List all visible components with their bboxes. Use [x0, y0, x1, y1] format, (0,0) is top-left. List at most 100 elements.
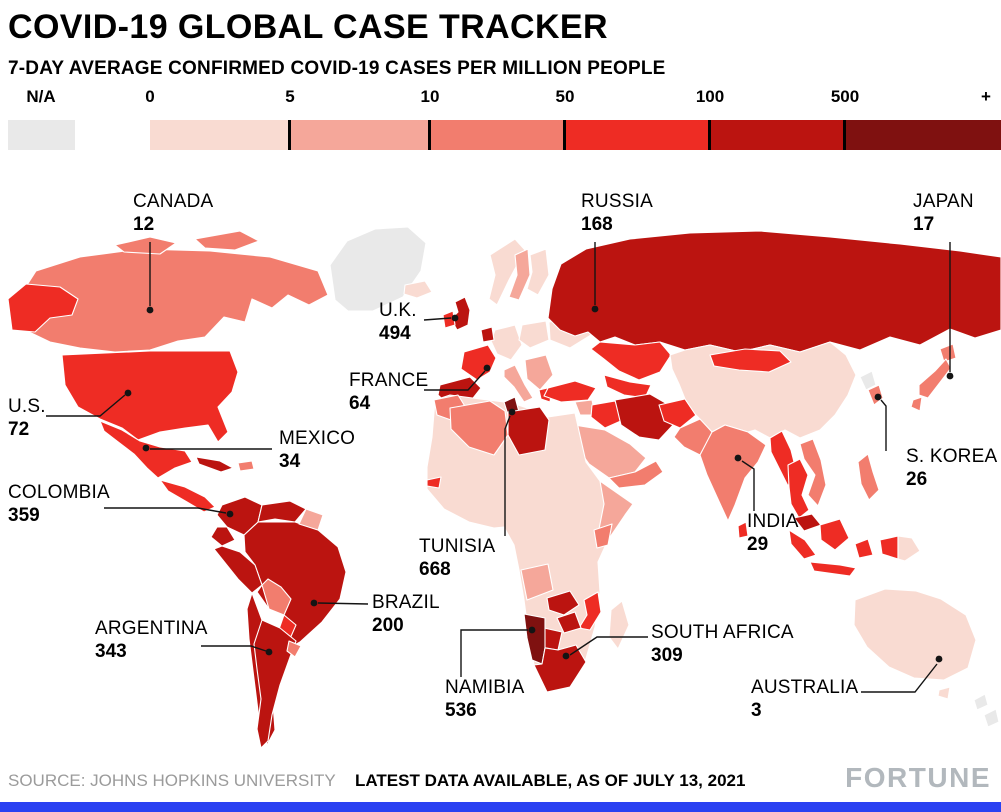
- country-russia: [547, 230, 1001, 353]
- leader-s-korea: [874, 393, 887, 451]
- country-label: S. KOREA: [906, 446, 998, 467]
- leader-south-africa: [562, 636, 648, 660]
- country-kazakhstan: [590, 341, 672, 381]
- country-greenland: [329, 226, 427, 312]
- region-guyanas: [298, 508, 324, 531]
- legend-tick-label-0: 0: [145, 87, 155, 106]
- country-france: [460, 344, 497, 381]
- legend-tick-label-plus: +: [981, 87, 991, 106]
- country-zambia: [546, 590, 580, 616]
- country-thailand: [787, 458, 810, 519]
- callout-australia: AUSTRALIA 3: [751, 677, 858, 722]
- country-colombia: [216, 496, 263, 536]
- country-new-zealand: [973, 693, 1000, 728]
- country-libya: [507, 406, 550, 456]
- legend-seg-5-10: [290, 120, 430, 150]
- country-value: 536: [445, 700, 477, 722]
- callout-s-korea: S. KOREA 26: [906, 446, 997, 491]
- country-mongolia: [709, 348, 792, 373]
- country-angola: [520, 563, 554, 601]
- country-value: 72: [8, 419, 30, 441]
- country-papua-new-guinea: [897, 535, 921, 562]
- region-indochina: [799, 438, 827, 507]
- country-value: 309: [651, 645, 683, 667]
- country-namibia: [523, 613, 546, 665]
- country-iraq: [590, 400, 624, 429]
- country-india: [699, 424, 767, 522]
- callout-uk: U.K. 494: [379, 300, 417, 345]
- legend-color-bar: [150, 120, 1001, 150]
- country-label: BRAZIL: [372, 592, 440, 613]
- country-uk: [450, 296, 471, 331]
- country-label: CANADA: [133, 191, 214, 212]
- country-germany: [490, 324, 523, 361]
- legend-tick-label-50: 50: [555, 87, 575, 106]
- callout-france: FRANCE 64: [349, 370, 428, 415]
- region-yemen-oman: [608, 460, 664, 489]
- legend-label-na: N/A: [26, 87, 56, 106]
- country-label: MEXICO: [279, 428, 356, 449]
- callout-namibia: NAMIBIA 536: [445, 677, 525, 722]
- leader-australia: [861, 655, 943, 693]
- country-value: 29: [747, 534, 769, 556]
- country-value: 668: [419, 559, 451, 581]
- world-map: [7, 226, 1001, 749]
- region-benelux: [480, 326, 495, 343]
- last-updated-note: LATEST DATA AVAILABLE, AS OF JULY 13, 20…: [355, 771, 746, 790]
- country-philippines: [857, 453, 880, 501]
- callout-colombia: COLOMBIA 359: [8, 482, 110, 527]
- country-label: U.K.: [379, 300, 417, 321]
- country-label: SOUTH AFRICA: [651, 622, 794, 643]
- legend-tick: [843, 120, 846, 150]
- country-mozambique: [578, 591, 602, 631]
- country-algeria: [449, 400, 509, 456]
- country-alaska: [7, 283, 79, 333]
- leader-france: [424, 364, 491, 391]
- country-label: INDIA: [747, 511, 799, 532]
- callout-us: U.S. 72: [8, 396, 46, 441]
- legend-tick-label-500: 500: [830, 87, 860, 106]
- legend-tick: [288, 120, 291, 150]
- leader-canada: [146, 242, 154, 314]
- callout-mexico: MEXICO 34: [279, 428, 355, 473]
- leader-tunisia: [504, 408, 516, 536]
- legend-tick-label-100: 100: [695, 87, 725, 106]
- legend-tick: [708, 120, 711, 150]
- country-senegal: [426, 476, 442, 489]
- callout-canada: CANADA 12: [133, 191, 213, 236]
- country-value: 359: [8, 505, 40, 527]
- legend-tick-label-5: 5: [285, 87, 295, 106]
- bottom-accent-bar: [0, 802, 1001, 812]
- country-italy: [503, 364, 534, 403]
- country-ireland: [442, 310, 456, 329]
- legend-seg-0-5: [150, 120, 290, 150]
- country-uruguay: [286, 640, 302, 658]
- country-value: 494: [379, 323, 411, 345]
- country-value: 3: [751, 700, 762, 722]
- legend-seg-10-50: [430, 120, 565, 150]
- country-kenya: [593, 523, 613, 549]
- region-balkans: [524, 354, 554, 391]
- country-japan: [910, 343, 957, 412]
- country-cuba: [195, 456, 234, 473]
- page-subtitle: 7-DAY AVERAGE CONFIRMED COVID-19 CASES P…: [8, 58, 666, 79]
- country-value: 17: [913, 214, 935, 236]
- country-venezuela: [257, 500, 307, 523]
- source-credit: SOURCE: JOHNS HOPKINS UNIVERSITY: [8, 771, 336, 790]
- leader-us: [46, 389, 132, 417]
- country-value: 26: [906, 469, 928, 491]
- country-label: FRANCE: [349, 370, 429, 391]
- country-label: TUNISIA: [419, 536, 496, 557]
- callout-south-africa: SOUTH AFRICA 309: [651, 622, 794, 667]
- region-central-america: [159, 479, 216, 513]
- country-label: COLOMBIA: [8, 482, 110, 503]
- country-australia: [853, 588, 977, 700]
- country-label: NAMIBIA: [445, 677, 525, 698]
- country-usa: [61, 350, 239, 443]
- country-label: ARGENTINA: [95, 618, 208, 639]
- country-zimbabwe: [556, 611, 582, 634]
- country-value: 12: [133, 214, 155, 236]
- country-value: 343: [95, 641, 127, 663]
- country-afghanistan: [658, 398, 697, 429]
